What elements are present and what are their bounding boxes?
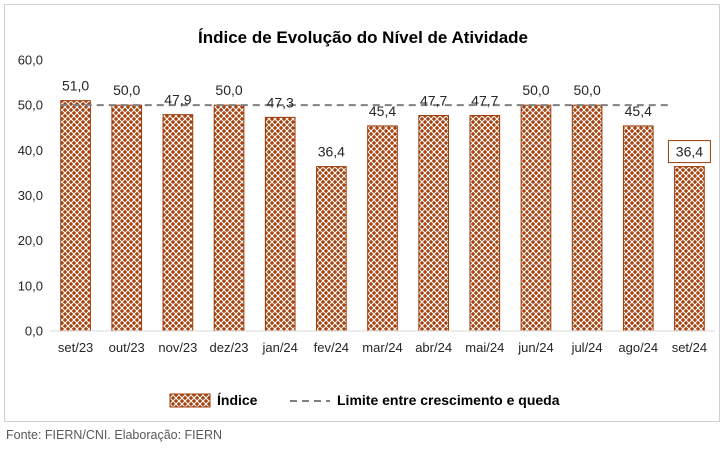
- y-tick-label: 20,0: [18, 233, 43, 248]
- data-label: 36,4: [318, 144, 345, 160]
- y-tick-label: 10,0: [18, 278, 43, 293]
- y-tick-label: 50,0: [18, 98, 43, 113]
- data-label: 50,0: [573, 82, 600, 98]
- source-note: Fonte: FIERN/CNI. Elaboração: FIERN: [6, 428, 223, 442]
- legend-label-limite: Limite entre crescimento e queda: [337, 392, 560, 408]
- x-tick-label: abr/24: [415, 340, 452, 355]
- x-tick-label: mar/24: [362, 340, 402, 355]
- x-axis: set/23 out/23 nov/23 dez/23 jan/24 fev/24 mar/…: [50, 330, 715, 355]
- y-tick-label: 40,0: [18, 143, 43, 158]
- bar: [60, 100, 91, 332]
- data-label: 36,4: [676, 144, 703, 160]
- bar: [367, 125, 398, 332]
- x-tick-label: fev/24: [314, 340, 349, 355]
- bar: [418, 115, 449, 332]
- data-label: 47,3: [267, 94, 294, 110]
- y-axis: 0,0 10,0 20,0 30,0 40,0 50,0 60,0: [18, 53, 43, 339]
- legend-label-indice: Índice: [217, 392, 258, 408]
- bar: [316, 166, 347, 332]
- x-tick-label: jun/24: [517, 340, 553, 355]
- x-tick-label: jan/24: [261, 340, 297, 355]
- bar: [111, 104, 143, 332]
- x-tick-label: dez/23: [210, 340, 249, 355]
- data-label: 51,0: [62, 78, 89, 94]
- legend: Índice Limite entre crescimento e queda: [169, 392, 560, 408]
- data-label: 47,7: [420, 93, 447, 109]
- chart-frame: Índice de Evolução do Nível de Atividade…: [4, 4, 720, 422]
- chart-title: Índice de Evolução do Nível de Atividade: [198, 28, 528, 47]
- bar: [520, 104, 552, 332]
- bar-series: [60, 100, 705, 332]
- x-tick-label: nov/23: [158, 340, 197, 355]
- x-tick-label: jul/24: [571, 340, 603, 355]
- bar: [622, 125, 654, 332]
- bar: [674, 166, 705, 332]
- data-label-box: [667, 140, 711, 164]
- data-label: 45,4: [625, 103, 652, 119]
- data-label: 47,7: [471, 93, 498, 109]
- x-tick-label: set/24: [672, 340, 707, 355]
- x-tick-label: set/23: [58, 340, 93, 355]
- x-tick-label: ago/24: [618, 340, 658, 355]
- y-tick-label: 60,0: [18, 53, 43, 68]
- bar: [571, 104, 603, 332]
- data-label: 50,0: [113, 82, 140, 98]
- bar: [469, 115, 501, 332]
- y-tick-label: 30,0: [18, 188, 43, 203]
- y-tick-label: 0,0: [25, 324, 43, 339]
- data-label: 50,0: [522, 82, 549, 98]
- bar: [264, 116, 296, 332]
- data-label: 45,4: [369, 103, 396, 119]
- data-labels: 51,0 50,0 47,9 50,0 47,3 36,4 45,4 47,7 47,7 50,0…: [62, 78, 711, 164]
- legend-swatch-indice: [169, 393, 211, 408]
- x-tick-label: out/23: [109, 340, 145, 355]
- bar: [162, 114, 194, 332]
- bar-chart: Índice de Evolução do Nível de Atividade…: [18, 28, 715, 408]
- data-label: 50,0: [215, 82, 242, 98]
- bar: [213, 104, 245, 332]
- x-tick-label: mai/24: [465, 340, 504, 355]
- data-label: 47,9: [164, 92, 191, 108]
